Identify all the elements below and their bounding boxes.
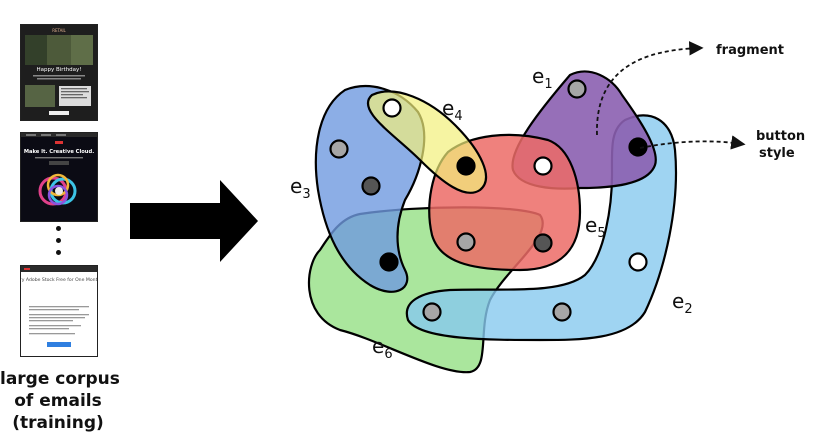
fragment-arrow xyxy=(596,41,704,136)
email-thumbnail-birthday: RETAIL Happy Birthday! xyxy=(20,24,98,121)
hyperedge-label-e5: e5 xyxy=(585,213,606,241)
email3-headline: Try Adobe Stock Free for One Month xyxy=(21,277,97,283)
node-dark xyxy=(533,233,553,253)
email-thumbnail-creative-cloud: Make It. Creative Cloud. xyxy=(20,132,98,222)
node-dark xyxy=(361,176,381,196)
node-black xyxy=(379,252,399,272)
corpus-label: large corpus of emails (training) xyxy=(0,368,120,434)
node-white xyxy=(533,156,553,176)
node-white xyxy=(382,98,402,118)
node-black xyxy=(628,137,648,157)
email1-headline: Happy Birthday! xyxy=(36,67,81,73)
more-emails-ellipsis xyxy=(52,226,64,262)
node-light xyxy=(552,302,572,322)
hyperedge-label-e3: e3 xyxy=(290,174,311,202)
fragment-label: fragment xyxy=(716,43,784,58)
email1-brand: RETAIL xyxy=(52,28,66,33)
big-arrow xyxy=(130,180,258,262)
email-thumbnail-adobe-stock: Try Adobe Stock Free for One Month xyxy=(20,265,98,357)
node-light xyxy=(456,232,476,252)
hyperedge-e4 xyxy=(366,90,488,194)
node-light xyxy=(329,139,349,159)
corpus-label-line-1: large corpus xyxy=(0,369,120,389)
hyperedge-label-e4: e4 xyxy=(442,96,463,124)
node-light xyxy=(422,302,442,322)
email2-headline: Make It. Creative Cloud. xyxy=(24,149,94,155)
hypergraph-nodes xyxy=(329,79,648,322)
node-light xyxy=(567,79,587,99)
corpus-label-line-2: of emails xyxy=(14,391,102,411)
corpus-label-line-3: (training) xyxy=(12,413,104,433)
hyperedge-label-e6: e6 xyxy=(372,334,393,362)
hyperedge-e2 xyxy=(405,114,678,342)
node-white xyxy=(628,252,648,272)
button-style-arrow xyxy=(639,135,746,150)
button-style-label-line-2: style xyxy=(759,146,795,161)
node-black xyxy=(456,156,476,176)
hyperedge-label-e2: e2 xyxy=(672,289,693,317)
hyperedge-label-e1: e1 xyxy=(532,64,553,92)
button-style-label-line-1: button xyxy=(756,129,805,144)
